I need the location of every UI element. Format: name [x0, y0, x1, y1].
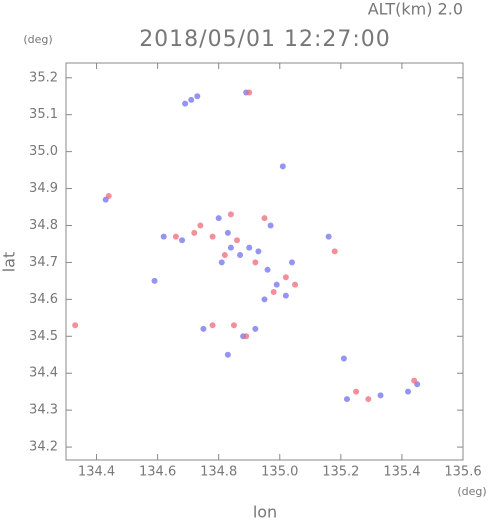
echo-point	[261, 296, 268, 303]
echo-point	[200, 325, 207, 332]
y-tick-label: 34.2	[29, 440, 58, 455]
echo-point	[227, 211, 234, 218]
x-tick-label: 135.2	[322, 465, 359, 480]
x-tick-label: 135.0	[261, 465, 298, 480]
x-tick-label: 134.6	[139, 465, 176, 480]
y-tick-label: 34.9	[29, 181, 58, 196]
echo-point	[72, 322, 79, 329]
echo-point	[224, 229, 231, 236]
echo-point	[252, 259, 259, 266]
y-tick-label: 34.5	[29, 329, 58, 344]
echo-point	[264, 266, 271, 273]
echo-point	[270, 288, 277, 295]
x-tick-label: 135.4	[383, 465, 420, 480]
y-tick-label: 35.1	[29, 107, 58, 122]
echo-point	[215, 215, 222, 222]
x-tick-label: 134.8	[200, 465, 237, 480]
echo-point	[340, 355, 347, 362]
y-axis-label: lat	[0, 252, 19, 273]
y-tick-label: 34.4	[29, 366, 58, 381]
echo-point	[261, 215, 268, 222]
echo-point	[325, 233, 332, 240]
altitude: ALT(km) 2.0	[368, 0, 463, 19]
x-tick-label: 134.4	[78, 465, 115, 480]
echo-point	[331, 248, 338, 255]
echo-point	[209, 322, 216, 329]
y-tick-label: 35.2	[29, 70, 58, 85]
y-tick-label: 34.8	[29, 218, 58, 233]
echo-point	[343, 396, 350, 403]
echo-point	[411, 377, 418, 384]
echo-point	[160, 233, 167, 240]
echo-point	[365, 396, 372, 403]
echo-point	[255, 248, 262, 255]
x-axis-label: lon	[253, 503, 277, 521]
echo-point	[105, 192, 112, 199]
y-tick-label: 34.7	[29, 255, 58, 270]
echo-point	[151, 277, 158, 284]
echo-point	[224, 351, 231, 358]
echo-point	[292, 281, 299, 288]
echo-point	[209, 233, 216, 240]
echo-point	[191, 229, 198, 236]
echo-point	[182, 100, 189, 107]
echo-point	[227, 244, 234, 251]
echo-point	[267, 222, 274, 229]
x-unit: (deg)	[457, 485, 486, 498]
y-tick-label: 35.0	[29, 144, 58, 159]
echo-point	[353, 388, 360, 395]
plot-frame	[65, 62, 464, 461]
echo-point	[197, 222, 204, 229]
echo-point	[252, 325, 259, 332]
echo-point	[282, 274, 289, 281]
y-unit: (deg)	[23, 33, 52, 46]
chart-title: 2018/05/01 12:27:00	[139, 27, 391, 52]
echo-point	[230, 322, 237, 329]
echo-point	[282, 292, 289, 299]
echo-point	[246, 89, 253, 96]
echo-point	[377, 392, 384, 399]
y-tick-label: 34.3	[29, 403, 58, 418]
echo-point	[288, 259, 295, 266]
x-tick-label: 135.6	[444, 465, 481, 480]
echo-point	[234, 237, 241, 244]
echo-point	[221, 252, 228, 259]
echo-point	[405, 388, 412, 395]
echo-point	[218, 259, 225, 266]
echo-point	[188, 96, 195, 103]
echo-point	[243, 333, 250, 340]
echo-point	[194, 93, 201, 100]
echo-point	[273, 281, 280, 288]
echo-point	[179, 237, 186, 244]
echo-point	[172, 233, 179, 240]
echo-point	[237, 252, 244, 259]
y-tick-label: 34.6	[29, 292, 58, 307]
echo-point	[246, 244, 253, 251]
echo-point	[279, 163, 286, 170]
